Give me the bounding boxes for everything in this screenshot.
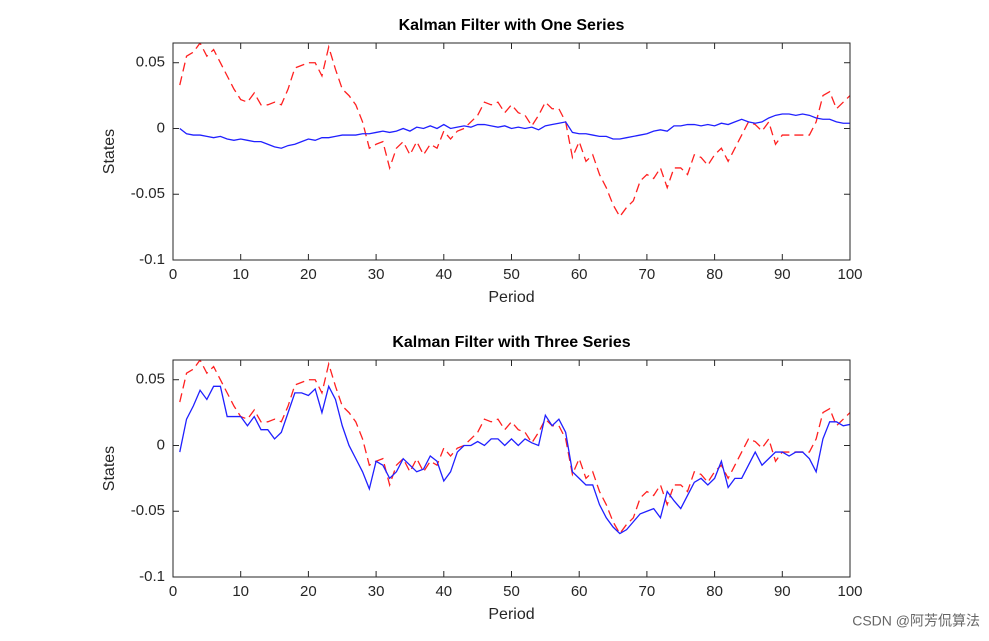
x-tick-label: 50 xyxy=(503,266,520,283)
x-tick-label: 90 xyxy=(774,266,791,283)
x-axis-label: Period xyxy=(488,289,534,306)
x-tick-label: 90 xyxy=(774,583,791,600)
x-tick-label: 50 xyxy=(503,583,520,600)
y-axis-label: States xyxy=(101,446,118,491)
y-tick-label: -0.1 xyxy=(139,568,165,585)
series-line xyxy=(179,43,850,218)
series-line xyxy=(179,360,850,535)
y-tick-label: 0 xyxy=(157,119,165,136)
x-tick-label: 60 xyxy=(571,583,588,600)
y-tick-label: 0 xyxy=(157,436,165,453)
series-line xyxy=(179,113,850,149)
x-tick-label: 80 xyxy=(706,583,723,600)
watermark: CSDN @阿芳侃算法 xyxy=(852,613,980,629)
x-tick-label: 20 xyxy=(300,266,317,283)
x-tick-label: 80 xyxy=(706,266,723,283)
x-tick-label: 70 xyxy=(639,266,656,283)
x-tick-label: 40 xyxy=(435,583,452,600)
x-tick-label: 100 xyxy=(837,583,862,600)
x-tick-label: 30 xyxy=(368,583,385,600)
series-line xyxy=(179,384,850,535)
y-axis-label: States xyxy=(101,129,118,174)
x-tick-label: 40 xyxy=(435,266,452,283)
x-tick-label: 10 xyxy=(232,583,249,600)
x-tick-label: 10 xyxy=(232,266,249,283)
x-tick-label: 60 xyxy=(571,266,588,283)
y-tick-label: 0.05 xyxy=(136,54,165,71)
chart-title: Kalman Filter with Three Series xyxy=(392,334,630,351)
y-tick-label: -0.05 xyxy=(131,185,165,202)
x-tick-label: 70 xyxy=(639,583,656,600)
y-tick-label: -0.05 xyxy=(131,502,165,519)
x-tick-label: 0 xyxy=(169,266,177,283)
x-tick-label: 100 xyxy=(837,266,862,283)
x-axis-label: Period xyxy=(488,606,534,623)
x-tick-label: 20 xyxy=(300,583,317,600)
y-tick-label: -0.1 xyxy=(139,251,165,268)
plot-area xyxy=(173,43,850,260)
y-tick-label: 0.05 xyxy=(136,371,165,388)
x-tick-label: 30 xyxy=(368,266,385,283)
x-tick-label: 0 xyxy=(169,583,177,600)
plot-area xyxy=(173,360,850,577)
chart-title: Kalman Filter with One Series xyxy=(399,17,625,34)
